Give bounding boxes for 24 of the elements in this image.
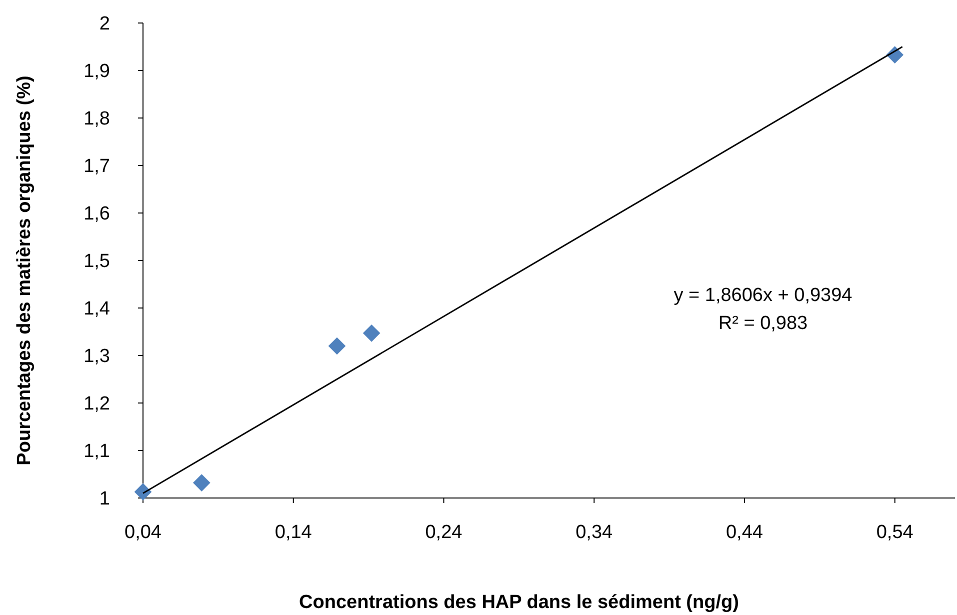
x-tick-label: 0,54	[876, 522, 914, 543]
y-tick-label: 1,5	[84, 251, 110, 272]
point	[134, 483, 152, 500]
x-tick-label: 0,34	[576, 522, 614, 543]
y-tick-label: 2	[99, 14, 110, 35]
point	[328, 337, 346, 355]
y-tick-label: 1	[99, 488, 110, 510]
y-tick-label: 1,3	[84, 346, 110, 368]
y-tick-label: 1,1	[84, 441, 110, 462]
annotation: y = 1,8606x + 0,9394 R² = 0,983	[674, 285, 853, 334]
y-tick-label: 1,8	[84, 108, 110, 130]
y-tick-label: 1,9	[84, 61, 110, 82]
y-tick-label: 1,2	[84, 394, 110, 415]
y-tick-label: 1,7	[84, 156, 110, 178]
y-tick-label: 1,6	[84, 204, 110, 225]
x-axis-title: Concentrations des HAP dans le sédiment (ng/g)	[299, 592, 739, 613]
x-tick-label: 0,14	[274, 522, 312, 543]
point	[362, 324, 380, 342]
y-axis-title: Pourcentages des matières organiques (%)	[14, 76, 35, 466]
y-tick-label: 1,4	[84, 298, 110, 320]
x-tick-label: 0,24	[425, 522, 463, 543]
point	[192, 474, 210, 492]
x-tick-label: 0,04	[124, 522, 162, 543]
x-tick-label: 0,44	[726, 522, 764, 543]
